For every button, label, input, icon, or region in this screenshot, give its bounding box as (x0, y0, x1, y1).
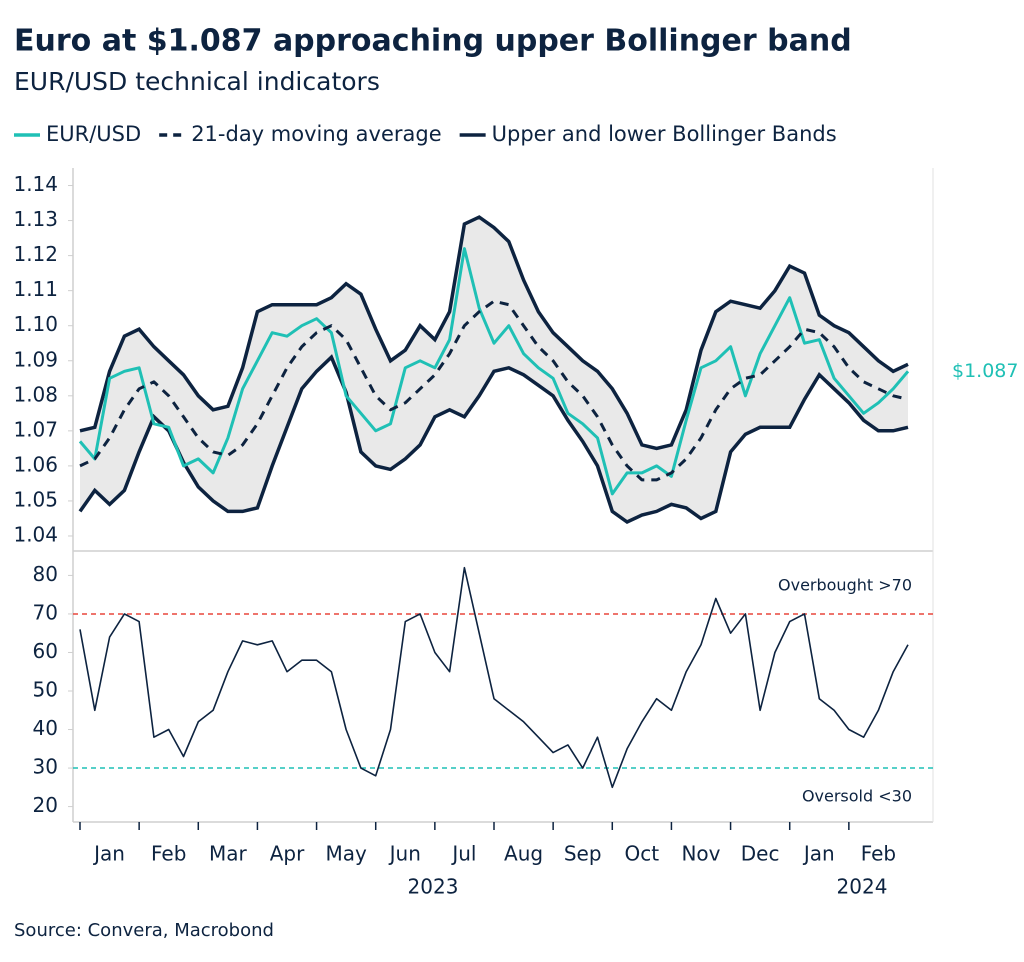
y-tick-label: 1.08 (13, 382, 58, 406)
x-tick-label: Jan (802, 842, 835, 866)
x-tick-label: Apr (270, 842, 305, 866)
upper-band-line (79, 215, 909, 451)
year-label: 2024 (837, 875, 888, 899)
x-tick-label: Jun (388, 842, 421, 866)
year-label: 2023 (408, 875, 459, 899)
series-line (79, 566, 909, 789)
lower-band-line (78, 354, 909, 525)
threshold-label: Oversold <30 (802, 787, 912, 806)
y-tick-label: 80 (33, 562, 58, 586)
y-tick-label: 1.06 (13, 452, 58, 476)
y-tick-label: 30 (33, 755, 58, 779)
x-tick-label: May (325, 842, 367, 866)
y-tick-label: 1.07 (13, 417, 58, 441)
y-tick-label: 1.05 (13, 487, 58, 511)
x-tick-label: Jan (92, 842, 125, 866)
series-line (78, 247, 910, 496)
chart-subtitle: EUR/USD technical indicators (14, 67, 380, 96)
chart-title: Euro at $1.087 approaching upper Bolling… (14, 24, 852, 59)
end-value-label: $1.087 (952, 360, 1018, 382)
x-tick-label: Feb (861, 842, 896, 866)
y-tick-label: 50 (33, 678, 58, 702)
y-tick-label: 1.04 (13, 522, 58, 546)
x-tick-label: Oct (625, 842, 660, 866)
x-tick-label: Mar (209, 842, 248, 866)
moving-average-line (79, 299, 909, 482)
y-tick-label: 1.14 (13, 172, 58, 196)
x-tick-label: Dec (741, 842, 780, 866)
y-tick-label: 70 (33, 600, 58, 624)
y-tick-label: 1.13 (13, 207, 58, 231)
y-tick-label: 20 (33, 793, 58, 817)
threshold-label: Overbought >70 (778, 575, 912, 594)
x-tick-label: Aug (504, 842, 543, 866)
x-tick-label: Feb (151, 842, 186, 866)
legend-label: EUR/USD (46, 122, 141, 146)
y-tick-label: 1.09 (13, 347, 58, 371)
y-tick-label: 1.11 (13, 277, 58, 301)
source-note: Source: Convera, Macrobond (14, 920, 274, 941)
x-tick-label: Nov (681, 842, 720, 866)
x-tick-label: Jul (450, 842, 476, 866)
y-tick-label: 40 (33, 716, 58, 740)
y-tick-label: 1.10 (13, 312, 58, 336)
legend-label: Upper and lower Bollinger Bands (492, 122, 837, 146)
legend-label: 21-day moving average (191, 122, 441, 146)
y-tick-label: 60 (33, 639, 58, 663)
y-tick-label: 1.12 (13, 242, 58, 266)
x-tick-label: Sep (564, 842, 602, 866)
